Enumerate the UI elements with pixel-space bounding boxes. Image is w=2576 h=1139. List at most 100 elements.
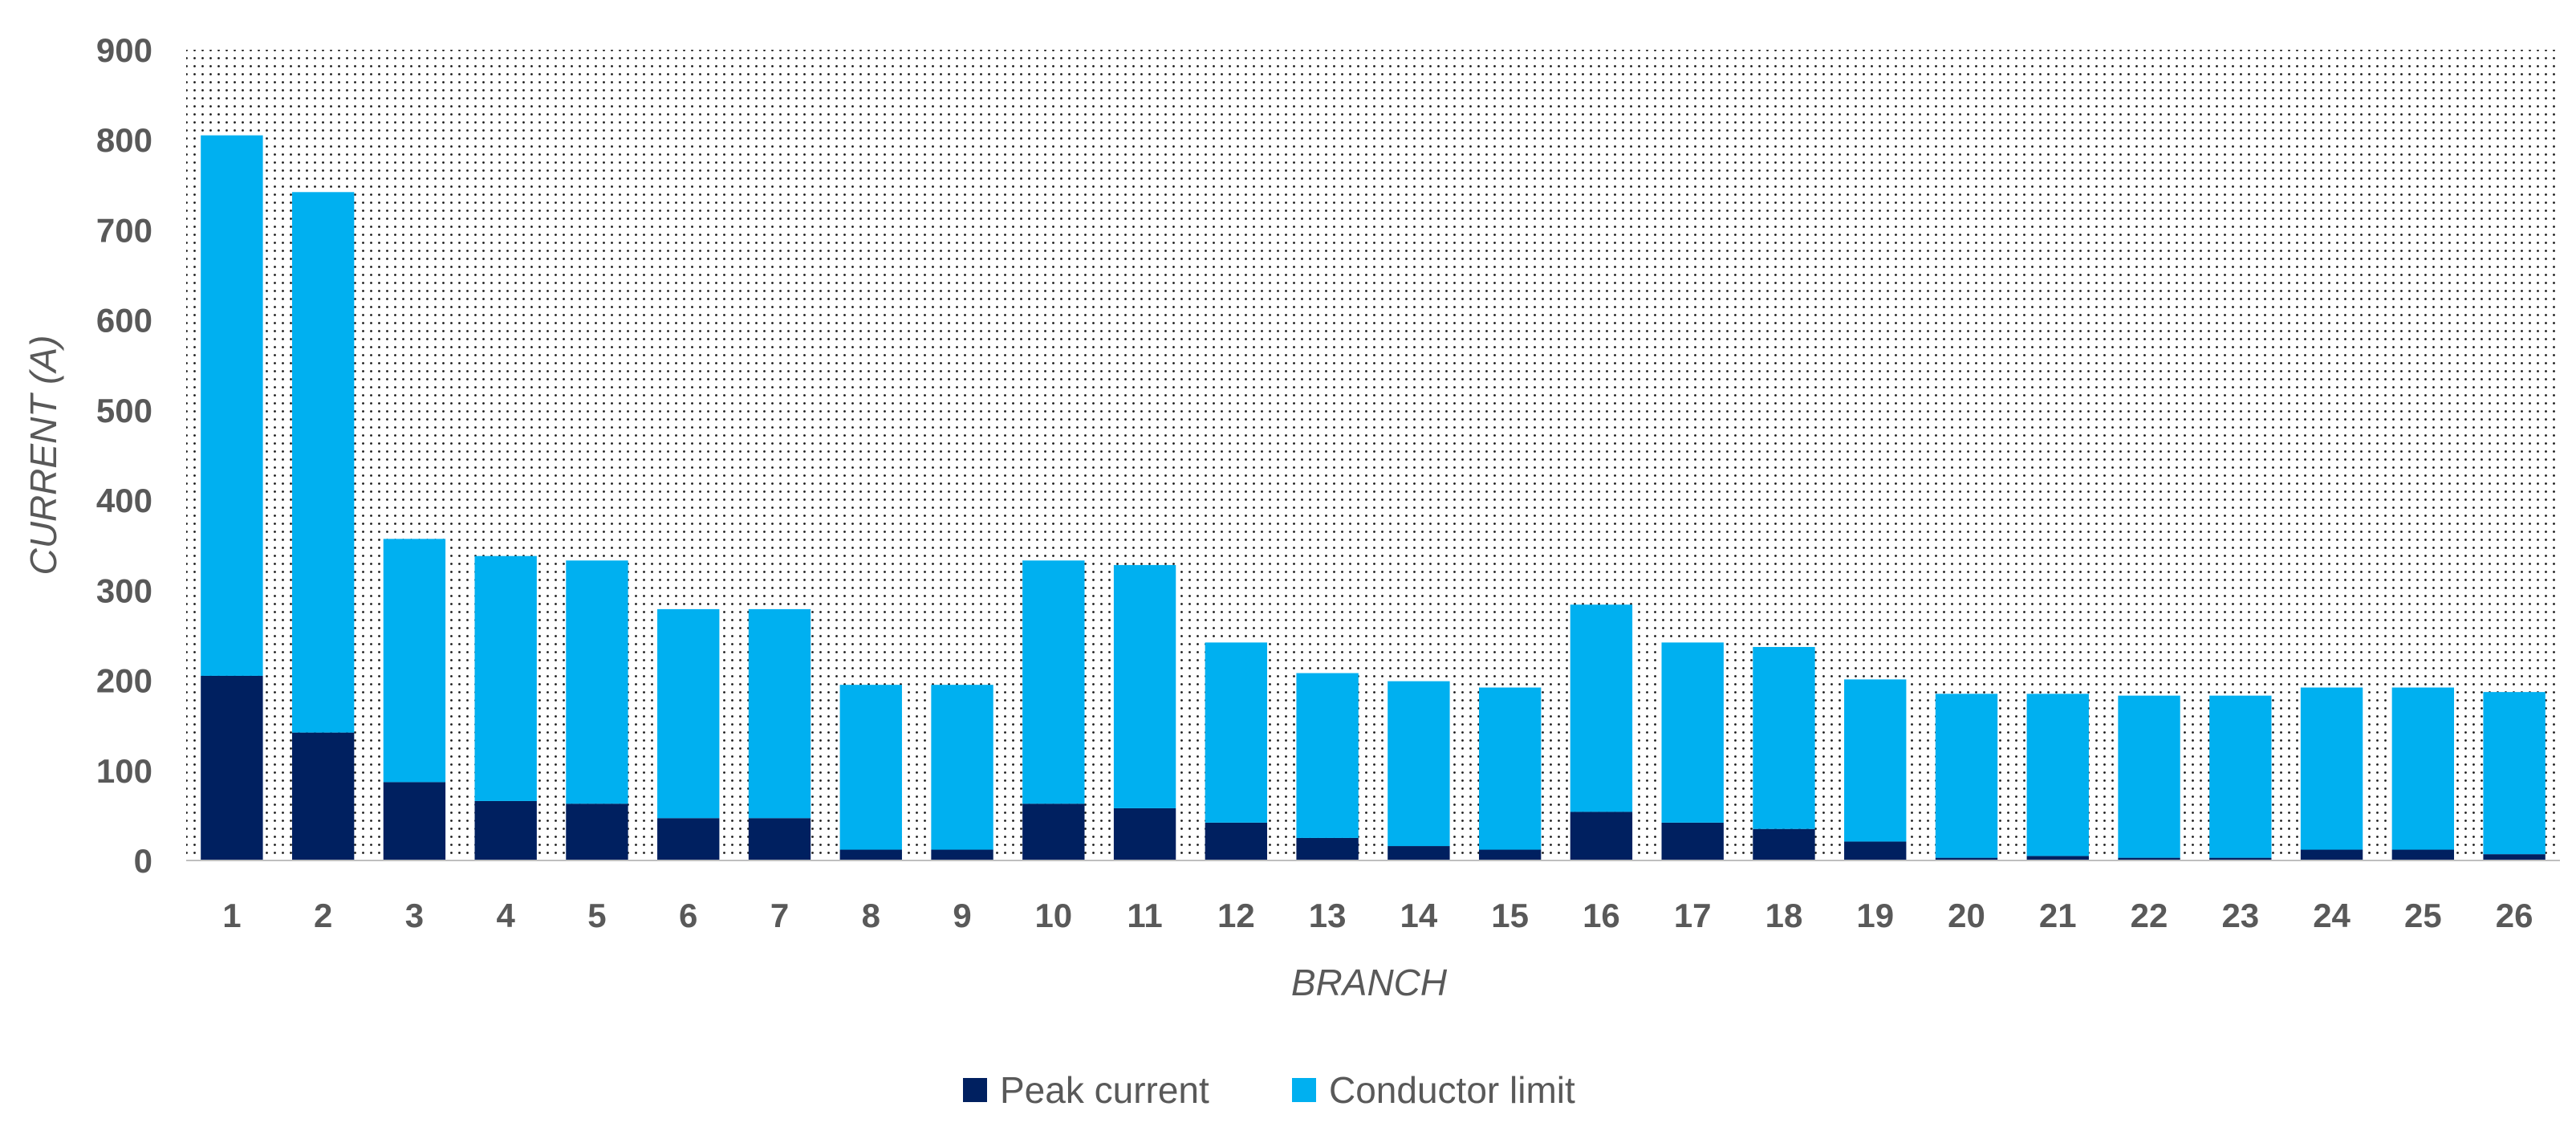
x-tick-label: 10 — [1034, 897, 1072, 934]
bar-peak-current-19 — [1844, 841, 1907, 860]
x-tick-label: 17 — [1674, 897, 1712, 934]
bar-peak-current-24 — [2300, 849, 2363, 860]
bar-peak-current-23 — [2209, 857, 2272, 860]
bar-peak-current-2 — [291, 732, 355, 860]
x-tick-label: 11 — [1127, 897, 1162, 934]
y-tick-label: 500 — [96, 392, 152, 429]
bar-peak-current-25 — [2391, 849, 2455, 860]
x-tick-label: 13 — [1309, 897, 1347, 934]
bar-conductor-limit-11 — [1113, 564, 1176, 808]
bar-peak-current-1 — [201, 675, 263, 860]
bar-conductor-limit-19 — [1844, 679, 1907, 842]
x-tick-label: 14 — [1400, 897, 1438, 934]
y-axis: 0 100 200 300 400 500 600 700 800 900 — [96, 31, 152, 880]
y-tick-label: 900 — [96, 31, 152, 69]
x-tick-label: 7 — [770, 897, 789, 934]
x-tick-label: 5 — [587, 897, 606, 934]
bar-conductor-limit-1 — [201, 135, 263, 676]
bar-conductor-limit-17 — [1661, 642, 1724, 823]
y-tick-label: 200 — [96, 662, 152, 700]
bar-conductor-limit-7 — [748, 608, 811, 819]
bar-peak-current-9 — [931, 849, 993, 860]
x-tick-label: 9 — [953, 897, 971, 934]
x-tick-label: 1 — [222, 897, 241, 934]
x-tick-label: 20 — [1948, 897, 1985, 934]
x-tick-label: 16 — [1583, 897, 1620, 934]
bar-conductor-limit-3 — [383, 539, 446, 783]
bar-peak-current-6 — [657, 818, 720, 860]
bar-peak-current-18 — [1753, 828, 1815, 860]
bar-peak-current-4 — [474, 800, 537, 860]
bar-conductor-limit-20 — [1935, 694, 1998, 858]
bar-peak-current-21 — [2026, 856, 2089, 860]
x-tick-label: 6 — [679, 897, 697, 934]
bar-conductor-limit-23 — [2209, 695, 2272, 858]
x-axis: 1 2 3 4 5 6 7 8 9 10 11 12 13 14 15 16 17 18 19 20 21 22 23 24 2… — [222, 897, 2533, 934]
y-tick-label: 700 — [96, 211, 152, 249]
bar-conductor-limit-4 — [474, 555, 537, 801]
bar-peak-current-3 — [383, 782, 446, 860]
bar-conductor-limit-16 — [1570, 604, 1633, 812]
bar-conductor-limit-8 — [839, 685, 902, 850]
bar-peak-current-20 — [1935, 857, 1998, 860]
x-tick-label: 2 — [314, 897, 332, 934]
x-tick-label: 25 — [2404, 897, 2442, 934]
x-tick-label: 15 — [1491, 897, 1529, 934]
x-tick-label: 4 — [497, 897, 516, 934]
y-axis-title: CURRENT (A) — [22, 336, 64, 576]
x-tick-label: 22 — [2131, 897, 2168, 934]
x-tick-label: 19 — [1856, 897, 1894, 934]
bar-conductor-limit-14 — [1388, 681, 1450, 847]
bar-peak-current-8 — [839, 849, 902, 860]
bar-conductor-limit-26 — [2483, 692, 2546, 855]
x-axis-title: BRANCH — [1291, 962, 1448, 1003]
bar-conductor-limit-9 — [931, 685, 993, 850]
bar-peak-current-15 — [1478, 849, 1542, 860]
y-tick-label: 100 — [96, 752, 152, 790]
legend-label-peak-current: Peak current — [1000, 1069, 1209, 1111]
x-tick-label: 18 — [1765, 897, 1803, 934]
legend-label-conductor-limit: Conductor limit — [1329, 1069, 1575, 1111]
bar-peak-current-11 — [1113, 807, 1176, 860]
x-tick-label: 26 — [2496, 897, 2533, 934]
bar-conductor-limit-22 — [2118, 695, 2180, 858]
bar-peak-current-14 — [1388, 846, 1450, 860]
bar-peak-current-22 — [2118, 857, 2180, 860]
bar-conductor-limit-25 — [2391, 687, 2455, 850]
bar-conductor-limit-12 — [1205, 642, 1268, 823]
bar-peak-current-17 — [1661, 822, 1724, 860]
plot-area — [186, 50, 2560, 860]
legend: Peak current Conductor limit — [963, 1069, 1575, 1111]
x-tick-label: 8 — [862, 897, 880, 934]
bar-conductor-limit-2 — [291, 192, 355, 733]
bar-peak-current-5 — [566, 803, 628, 860]
legend-swatch-conductor-limit — [1292, 1078, 1316, 1102]
bar-conductor-limit-24 — [2300, 687, 2363, 850]
x-tick-label: 23 — [2221, 897, 2259, 934]
bar-peak-current-26 — [2483, 854, 2546, 860]
x-tick-label: 24 — [2313, 897, 2350, 934]
bar-peak-current-7 — [748, 818, 811, 860]
y-tick-label: 0 — [134, 842, 152, 880]
x-tick-label: 21 — [2039, 897, 2077, 934]
y-tick-label: 800 — [96, 121, 152, 159]
bar-conductor-limit-10 — [1022, 560, 1085, 804]
x-tick-label: 3 — [405, 897, 424, 934]
bar-peak-current-12 — [1205, 822, 1268, 860]
y-tick-label: 600 — [96, 302, 152, 340]
bar-peak-current-16 — [1570, 812, 1633, 860]
bar-conductor-limit-18 — [1753, 647, 1815, 829]
y-tick-label: 400 — [96, 482, 152, 519]
bar-conductor-limit-5 — [566, 560, 628, 804]
x-tick-label: 12 — [1217, 897, 1255, 934]
bar-conductor-limit-15 — [1478, 687, 1542, 850]
bar-conductor-limit-13 — [1296, 673, 1359, 838]
bar-peak-current-10 — [1022, 803, 1085, 860]
bar-conductor-limit-21 — [2026, 694, 2089, 856]
bars-layer — [201, 135, 2546, 860]
bar-conductor-limit-6 — [657, 608, 720, 819]
y-tick-label: 300 — [96, 572, 152, 609]
bar-peak-current-13 — [1296, 837, 1359, 860]
legend-swatch-peak-current — [963, 1078, 987, 1102]
